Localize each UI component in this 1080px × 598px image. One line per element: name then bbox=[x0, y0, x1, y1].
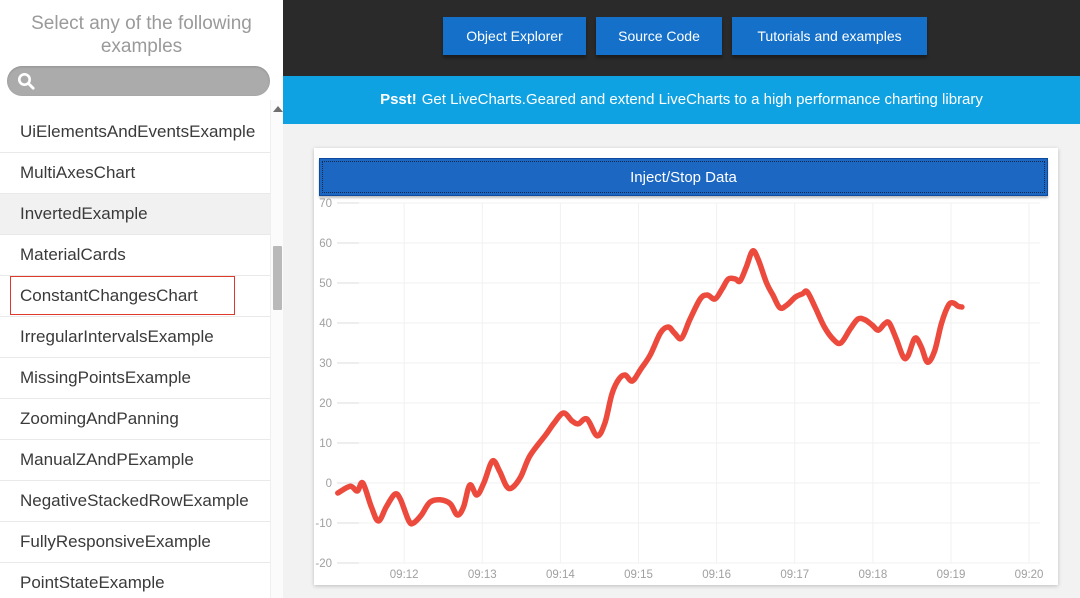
sidebar-item-label: MultiAxesChart bbox=[20, 163, 136, 182]
x-axis-label: 09:14 bbox=[546, 569, 575, 581]
search-icon bbox=[16, 71, 36, 91]
sidebar-item-label: IrregularIntervalsExample bbox=[20, 327, 214, 346]
top-navigation-bar: Object Explorer Source Code Tutorials and … bbox=[283, 0, 1080, 76]
sidebar-item-PointStateExample[interactable]: PointStateExample bbox=[0, 563, 270, 598]
sidebar-item-label: InvertedExample bbox=[20, 204, 148, 223]
y-axis-label: 70 bbox=[319, 198, 332, 210]
y-axis-label: -20 bbox=[315, 558, 332, 570]
y-axis-label: 60 bbox=[319, 238, 332, 250]
x-axis-label: 09:17 bbox=[780, 569, 809, 581]
examples-sidebar: Select any of the following examples UiE… bbox=[0, 0, 283, 598]
sidebar-item-MissingPointsExample[interactable]: MissingPointsExample bbox=[0, 358, 270, 399]
sidebar-item-ManualZAndPExample[interactable]: ManualZAndPExample bbox=[0, 440, 270, 481]
sidebar-item-MultiAxesChart[interactable]: MultiAxesChart bbox=[0, 153, 270, 194]
x-axis-label: 09:18 bbox=[858, 569, 887, 581]
x-axis-label: 09:20 bbox=[1015, 569, 1044, 581]
x-axis-label: 09:19 bbox=[937, 569, 966, 581]
line-chart: 70 60 50 40 30 20 10 0 -10 -20 09:12 09:13 09:14 09:1… bbox=[315, 198, 1044, 581]
sidebar-item-ConstantChangesChart[interactable]: ConstantChangesChart bbox=[0, 276, 270, 317]
y-axis-label: 0 bbox=[326, 478, 332, 490]
x-axis-label: 09:12 bbox=[390, 569, 419, 581]
sidebar-title: Select any of the following examples bbox=[31, 13, 252, 57]
sidebar-item-label: UiElementsAndEventsExample bbox=[20, 122, 256, 141]
y-axis-label: 10 bbox=[319, 438, 332, 450]
sidebar-item-label: ManualZAndPExample bbox=[20, 450, 194, 469]
promo-banner: Psst! Get LiveCharts.Geared and extend Li… bbox=[283, 76, 1080, 124]
sidebar-item-label: ZoomingAndPanning bbox=[20, 409, 179, 428]
chart-line-series bbox=[335, 248, 965, 527]
sidebar-item-MaterialCards[interactable]: MaterialCards bbox=[0, 235, 270, 276]
sidebar-item-label: MissingPointsExample bbox=[20, 368, 192, 387]
sidebar-item-label: FullyResponsiveExample bbox=[20, 532, 211, 551]
x-axis-label: 09:16 bbox=[702, 569, 731, 581]
sidebar-item-label: NegativeStackedRowExample bbox=[20, 491, 249, 510]
y-axis-label: 40 bbox=[319, 318, 332, 330]
topbar-buttons: Object Explorer Source Code Tutorials and … bbox=[443, 17, 927, 55]
sidebar-item-ZoomingAndPanning[interactable]: ZoomingAndPanning bbox=[0, 399, 270, 440]
y-axis-label: 20 bbox=[319, 398, 332, 410]
chart-card: 70 60 50 40 30 20 10 0 -10 -20 09:12 09:13 09:14 09:1… bbox=[314, 148, 1058, 585]
search-input[interactable] bbox=[43, 66, 258, 96]
inject-stop-data-button[interactable]: Inject/Stop Data bbox=[319, 158, 1048, 196]
sidebar-item-label: PointStateExample bbox=[20, 573, 165, 592]
y-axis-label: 30 bbox=[319, 358, 332, 370]
sidebar-item-UiElementsAndEventsExample[interactable]: UiElementsAndEventsExample bbox=[0, 112, 270, 153]
examples-list: UiElementsAndEventsExample MultiAxesChart… bbox=[0, 112, 270, 598]
x-axis-label: 09:15 bbox=[624, 569, 653, 581]
x-axis-label: 09:13 bbox=[468, 569, 497, 581]
sidebar-item-NegativeStackedRowExample[interactable]: NegativeStackedRowExample bbox=[0, 481, 270, 522]
sidebar-item-InvertedExample[interactable]: InvertedExample bbox=[0, 194, 270, 235]
sidebar-scrollbar-track[interactable] bbox=[270, 100, 283, 598]
y-axis-label: -10 bbox=[315, 518, 332, 530]
banner-lead-text: Psst! bbox=[380, 91, 417, 108]
topbar-button-tutorials-and-examples[interactable]: Tutorials and examples bbox=[732, 17, 927, 55]
sidebar-item-IrregularIntervalsExample[interactable]: IrregularIntervalsExample bbox=[0, 317, 270, 358]
scrollbar-up-arrow-icon[interactable] bbox=[273, 106, 283, 112]
topbar-button-object-explorer[interactable]: Object Explorer bbox=[443, 17, 586, 55]
sidebar-item-label: MaterialCards bbox=[20, 245, 126, 264]
banner-text: Get LiveCharts.Geared and extend LiveCha… bbox=[421, 91, 983, 108]
main-content: 70 60 50 40 30 20 10 0 -10 -20 09:12 09:13 09:14 09:1… bbox=[283, 124, 1080, 598]
y-axis-label: 50 bbox=[319, 278, 332, 290]
search-box[interactable] bbox=[7, 66, 270, 96]
sidebar-scrollbar-thumb[interactable] bbox=[273, 246, 282, 310]
sidebar-item-label: ConstantChangesChart bbox=[20, 286, 198, 305]
sidebar-item-FullyResponsiveExample[interactable]: FullyResponsiveExample bbox=[0, 522, 270, 563]
topbar-button-source-code[interactable]: Source Code bbox=[596, 17, 722, 55]
